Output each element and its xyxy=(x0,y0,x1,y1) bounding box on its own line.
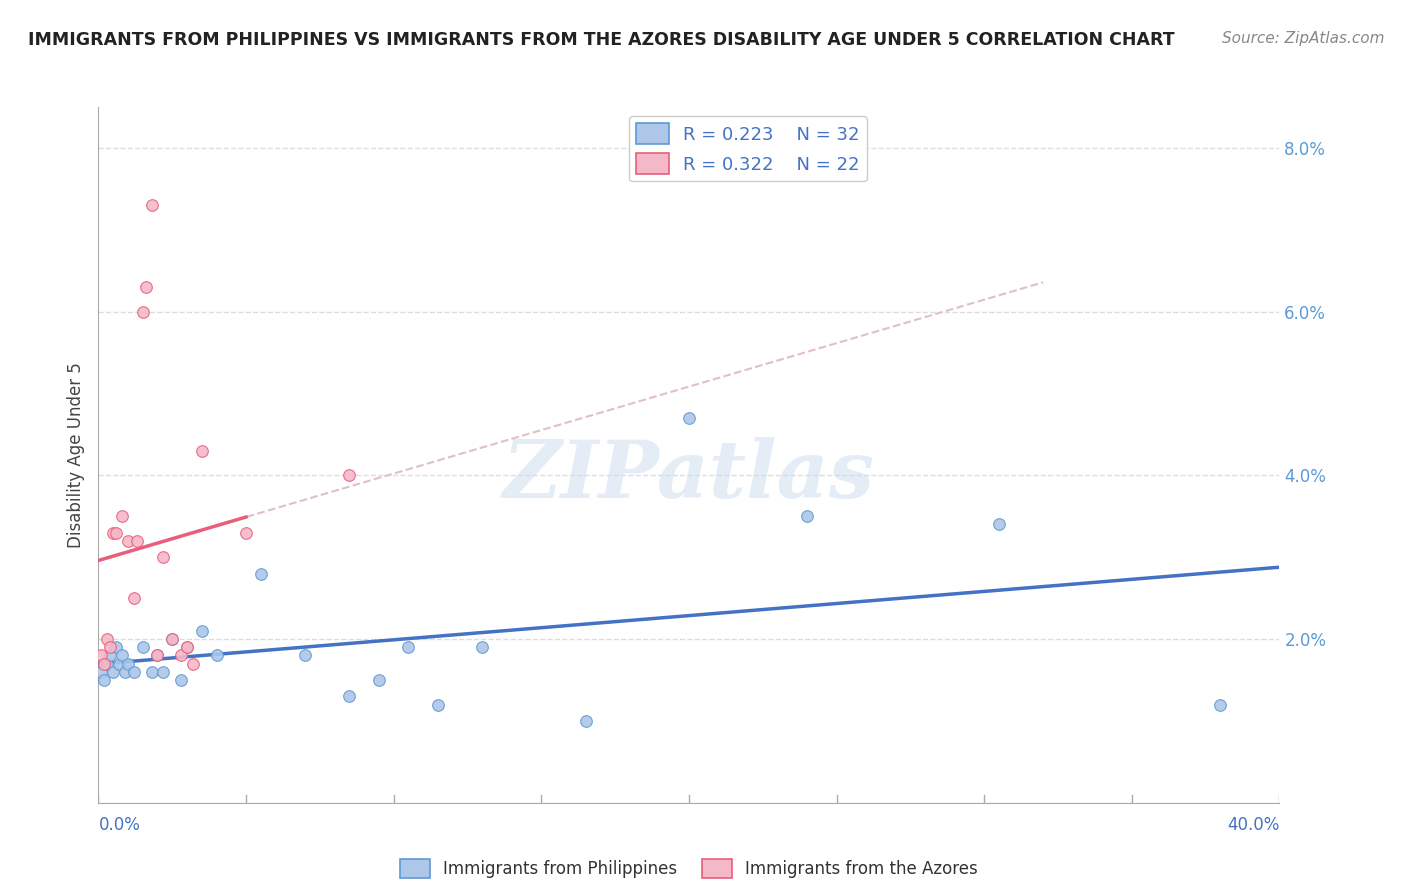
Point xyxy=(162,632,183,646)
Point xyxy=(146,648,169,663)
Point xyxy=(170,648,193,663)
Point xyxy=(90,665,112,679)
Point xyxy=(235,525,257,540)
Point xyxy=(339,468,360,483)
Point xyxy=(205,648,228,663)
Point xyxy=(122,591,145,606)
Text: 40.0%: 40.0% xyxy=(1227,816,1279,834)
Point xyxy=(122,665,145,679)
Point xyxy=(796,509,818,524)
Point xyxy=(117,657,139,671)
Point xyxy=(170,673,193,687)
Point xyxy=(250,566,273,581)
Point xyxy=(176,640,198,655)
Point xyxy=(574,714,596,728)
Point xyxy=(132,640,155,655)
Text: ZIPatlas: ZIPatlas xyxy=(503,437,875,515)
Point xyxy=(98,648,121,663)
Point xyxy=(125,533,148,548)
Point xyxy=(191,624,214,638)
Point xyxy=(111,648,134,663)
Point xyxy=(135,280,157,294)
Point xyxy=(98,640,121,655)
Point xyxy=(96,632,118,646)
Point xyxy=(368,673,391,687)
Point xyxy=(141,198,163,212)
Point xyxy=(146,648,169,663)
Point xyxy=(181,657,204,671)
Point xyxy=(427,698,450,712)
Point xyxy=(90,648,112,663)
Point xyxy=(987,517,1010,532)
Point xyxy=(191,443,214,458)
Point xyxy=(114,665,136,679)
Point xyxy=(294,648,316,663)
Point xyxy=(176,640,198,655)
Point xyxy=(93,673,115,687)
Legend: R = 0.223    N = 32, R = 0.322    N = 22: R = 0.223 N = 32, R = 0.322 N = 22 xyxy=(628,116,868,181)
Point xyxy=(152,665,174,679)
Point xyxy=(162,632,183,646)
Point xyxy=(141,665,163,679)
Point xyxy=(396,640,419,655)
Point xyxy=(108,657,131,671)
Point xyxy=(103,525,125,540)
Point xyxy=(96,657,118,671)
Point xyxy=(471,640,494,655)
Text: IMMIGRANTS FROM PHILIPPINES VS IMMIGRANTS FROM THE AZORES DISABILITY AGE UNDER 5: IMMIGRANTS FROM PHILIPPINES VS IMMIGRANT… xyxy=(28,31,1175,49)
Point xyxy=(105,640,128,655)
Point xyxy=(132,304,155,318)
Point xyxy=(93,657,115,671)
Point xyxy=(678,411,700,425)
Point xyxy=(152,550,174,565)
Point xyxy=(339,690,360,704)
Text: Source: ZipAtlas.com: Source: ZipAtlas.com xyxy=(1222,31,1385,46)
Point xyxy=(117,533,139,548)
Point xyxy=(1209,698,1232,712)
Point xyxy=(111,509,134,524)
Text: 0.0%: 0.0% xyxy=(98,816,141,834)
Point xyxy=(105,525,128,540)
Y-axis label: Disability Age Under 5: Disability Age Under 5 xyxy=(66,362,84,548)
Point xyxy=(103,665,125,679)
